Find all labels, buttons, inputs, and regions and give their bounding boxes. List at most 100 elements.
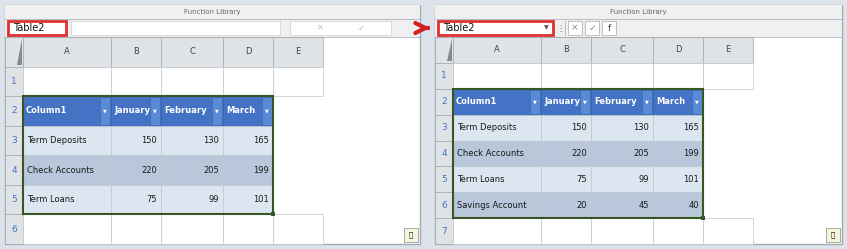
Text: C: C: [189, 47, 195, 56]
Text: 205: 205: [634, 149, 649, 158]
Bar: [404, 228, 418, 242]
Bar: [591, 63, 653, 89]
Text: 220: 220: [141, 166, 157, 175]
Text: March: March: [226, 106, 255, 116]
Text: f: f: [607, 23, 611, 33]
Bar: [262, 97, 272, 125]
Text: 199: 199: [684, 149, 699, 158]
Bar: [653, 63, 703, 89]
Bar: [591, 192, 653, 218]
Text: 20: 20: [577, 201, 587, 210]
Bar: [5, 19, 420, 37]
Text: 7: 7: [441, 227, 447, 236]
Bar: [273, 214, 323, 244]
Bar: [23, 185, 111, 214]
Text: 3: 3: [441, 123, 447, 132]
Text: Check Accounts: Check Accounts: [27, 166, 94, 175]
Text: Term Loans: Term Loans: [457, 175, 505, 184]
Bar: [826, 228, 840, 242]
Text: February: February: [164, 106, 207, 116]
Bar: [223, 155, 273, 185]
Text: 2: 2: [11, 106, 17, 116]
Bar: [541, 218, 591, 244]
Bar: [223, 66, 273, 96]
Text: D: D: [245, 47, 252, 56]
Bar: [653, 140, 703, 166]
Bar: [453, 115, 541, 140]
Bar: [23, 214, 111, 244]
Bar: [591, 166, 653, 192]
Text: 6: 6: [441, 201, 447, 210]
Text: D: D: [675, 45, 681, 55]
Bar: [150, 97, 160, 125]
Bar: [653, 115, 703, 140]
Bar: [100, 97, 110, 125]
Text: 📋: 📋: [409, 232, 413, 238]
Bar: [585, 21, 599, 35]
Bar: [23, 126, 111, 155]
Text: ▼: ▼: [583, 99, 587, 104]
Bar: [453, 63, 541, 89]
Text: ▼: ▼: [533, 99, 537, 104]
Text: 1: 1: [441, 71, 447, 80]
Bar: [5, 5, 420, 244]
Text: ✓: ✓: [357, 23, 364, 33]
Text: ×: ×: [317, 23, 324, 33]
Bar: [111, 155, 161, 185]
Text: Column1: Column1: [456, 97, 497, 106]
Bar: [223, 185, 273, 214]
Text: E: E: [725, 45, 731, 55]
Text: ▼: ▼: [153, 108, 157, 114]
Bar: [161, 37, 223, 66]
Bar: [541, 140, 591, 166]
Bar: [435, 37, 453, 63]
Bar: [602, 21, 616, 35]
Bar: [435, 192, 453, 218]
Bar: [435, 140, 453, 166]
Bar: [111, 37, 161, 66]
Bar: [161, 155, 223, 185]
Bar: [111, 96, 161, 126]
Bar: [642, 90, 652, 114]
Text: Check Accounts: Check Accounts: [457, 149, 524, 158]
Bar: [701, 216, 705, 220]
Bar: [653, 37, 703, 63]
Text: March: March: [656, 97, 685, 106]
Bar: [8, 21, 66, 35]
Text: A: A: [494, 45, 500, 55]
Text: ▼: ▼: [645, 99, 649, 104]
Text: ×: ×: [571, 23, 579, 33]
Text: 5: 5: [11, 195, 17, 204]
Text: ▼: ▼: [215, 108, 219, 114]
Bar: [435, 89, 453, 115]
Text: 75: 75: [576, 175, 587, 184]
Text: Term Loans: Term Loans: [27, 195, 75, 204]
Bar: [161, 126, 223, 155]
Text: ▼: ▼: [265, 108, 268, 114]
Bar: [435, 166, 453, 192]
Bar: [453, 218, 541, 244]
Bar: [435, 63, 453, 89]
Bar: [23, 155, 111, 185]
Text: ✓: ✓: [589, 23, 595, 33]
Text: 40: 40: [689, 201, 699, 210]
Text: 4: 4: [441, 149, 447, 158]
Bar: [453, 89, 541, 115]
Text: E: E: [296, 47, 301, 56]
Text: A: A: [64, 47, 69, 56]
Text: 199: 199: [253, 166, 269, 175]
Text: B: B: [133, 47, 139, 56]
Bar: [212, 97, 222, 125]
Polygon shape: [17, 39, 22, 64]
Bar: [23, 96, 273, 214]
Bar: [438, 21, 553, 35]
Bar: [591, 37, 653, 63]
Bar: [5, 37, 23, 66]
Text: Term Deposits: Term Deposits: [27, 136, 86, 145]
Bar: [271, 212, 275, 216]
Bar: [161, 185, 223, 214]
Text: 3: 3: [11, 136, 17, 145]
Bar: [453, 166, 541, 192]
Bar: [591, 115, 653, 140]
Bar: [541, 89, 591, 115]
